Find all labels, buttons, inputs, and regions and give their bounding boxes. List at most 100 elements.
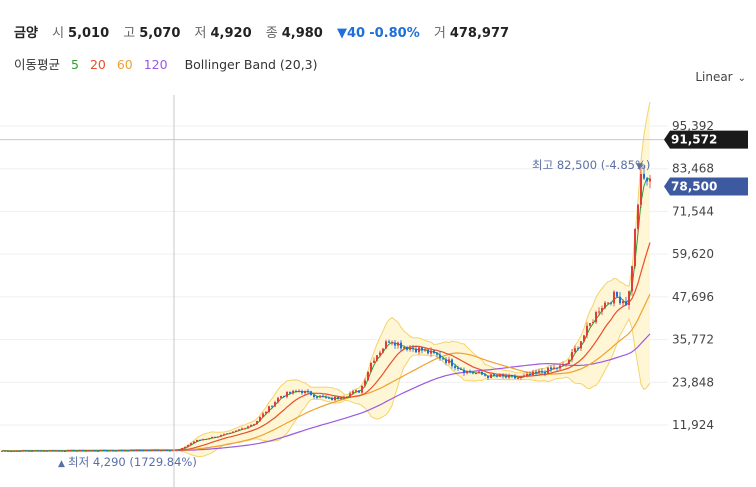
- candle-body: [40, 450, 42, 452]
- candle-body: [580, 341, 582, 349]
- candle-body: [466, 370, 468, 374]
- ma-20: 20: [89, 57, 106, 72]
- candle-body: [418, 347, 420, 353]
- change-percent: -0.80%: [369, 26, 420, 41]
- candle-body: [460, 368, 462, 370]
- candle-body: [64, 450, 66, 452]
- candle-body: [244, 428, 246, 430]
- candle-body: [217, 436, 219, 438]
- indicator-legend[interactable]: 이동평균 5 20 60 120 Bollinger Band (20,3): [14, 54, 318, 73]
- candle-body: [640, 173, 642, 205]
- candle-body: [169, 450, 171, 452]
- candle-body: [313, 395, 315, 397]
- candle-body: [286, 392, 288, 397]
- ma-60: 60: [116, 57, 133, 72]
- candle-body: [391, 342, 393, 344]
- candle-body: [424, 349, 426, 351]
- candle-body: [382, 348, 384, 353]
- ma-20-line: [1, 242, 651, 452]
- candle-body: [214, 436, 216, 438]
- candle-body: [451, 359, 453, 367]
- candle-body: [595, 312, 597, 323]
- candle-body: [79, 450, 81, 452]
- candle-body: [481, 371, 483, 375]
- candle-body: [184, 447, 186, 449]
- candle-body: [13, 450, 15, 452]
- candle-body: [100, 450, 102, 452]
- candle-body: [52, 450, 54, 452]
- candle-body: [319, 395, 321, 398]
- scale-dropdown[interactable]: Linear ⌄: [695, 70, 746, 84]
- candle-body: [154, 449, 156, 451]
- candle-body: [241, 428, 243, 430]
- high-annotation: 최고 82,500 (-4.85%): [532, 158, 650, 172]
- candle-body: [328, 397, 330, 399]
- y-tick-label: 23,848: [672, 375, 714, 389]
- candle-body: [427, 349, 429, 354]
- candle-body: [304, 390, 306, 394]
- candle-body: [148, 449, 150, 451]
- price-summary: 금양 시 5,010 고 5,070 저 4,920 종 4,980 ▼40 -0.80…: [14, 22, 519, 41]
- price-chart[interactable]: 95,392 83,468 71,544 59,620 47,696 35,772 23,8…: [0, 95, 756, 487]
- candle-body: [592, 322, 594, 324]
- candle-body: [49, 450, 51, 452]
- candle-body: [46, 450, 48, 452]
- candle-body: [7, 450, 9, 452]
- candle-body: [196, 439, 198, 442]
- candle-body: [85, 450, 87, 452]
- y-tick-label: 71,544: [672, 204, 714, 218]
- candle-body: [43, 450, 45, 452]
- candle-body: [166, 449, 168, 451]
- candle-body: [550, 367, 552, 370]
- candle-body: [439, 354, 441, 359]
- last-price-tag: 78,500: [664, 177, 748, 196]
- candle-body: [25, 450, 27, 452]
- candle-body: [646, 178, 648, 182]
- candle-body: [553, 367, 555, 370]
- candle-body: [193, 441, 195, 444]
- candle-body: [274, 402, 276, 407]
- candle-body: [295, 390, 297, 392]
- candle-body: [556, 367, 558, 369]
- ma-label: 이동평균: [14, 57, 61, 72]
- stock-name: 금양: [14, 26, 38, 41]
- candle-body: [61, 450, 63, 452]
- y-tick-label: 47,696: [672, 290, 714, 304]
- candle-body: [457, 367, 459, 369]
- candle-body: [547, 367, 549, 374]
- candle-body: [133, 449, 135, 451]
- candle-body: [631, 266, 633, 292]
- candle-body: [67, 450, 69, 452]
- candle-body: [616, 291, 618, 297]
- candle-body: [139, 449, 141, 451]
- candle-body: [253, 424, 255, 426]
- candle-body: [475, 373, 477, 375]
- candle-body: [352, 391, 354, 394]
- candle-body: [163, 449, 165, 451]
- candle-body: [160, 450, 162, 452]
- candle-body: [634, 228, 636, 267]
- candle-body: [520, 376, 522, 379]
- candle-body: [298, 391, 300, 393]
- candle-body: [310, 391, 312, 396]
- candle-body: [76, 450, 78, 452]
- candle-body: [478, 371, 480, 374]
- candle-body: [397, 342, 399, 346]
- candles: [1, 165, 651, 453]
- candle-body: [358, 390, 360, 393]
- candle-body: [526, 373, 528, 376]
- candle-body: [10, 451, 12, 453]
- candle-body: [394, 342, 396, 346]
- candle-body: [598, 311, 600, 313]
- candle-body: [22, 450, 24, 452]
- candle-body: [529, 373, 531, 376]
- candle-body: [316, 396, 318, 398]
- open-label: 시: [52, 26, 65, 41]
- candle-body: [364, 380, 366, 386]
- candle-body: [415, 348, 417, 353]
- candle-body: [142, 450, 144, 452]
- candle-body: [571, 351, 573, 360]
- candle-body: [388, 341, 390, 343]
- bollinger-label: Bollinger Band (20,3): [184, 57, 318, 72]
- candle-body: [280, 396, 282, 398]
